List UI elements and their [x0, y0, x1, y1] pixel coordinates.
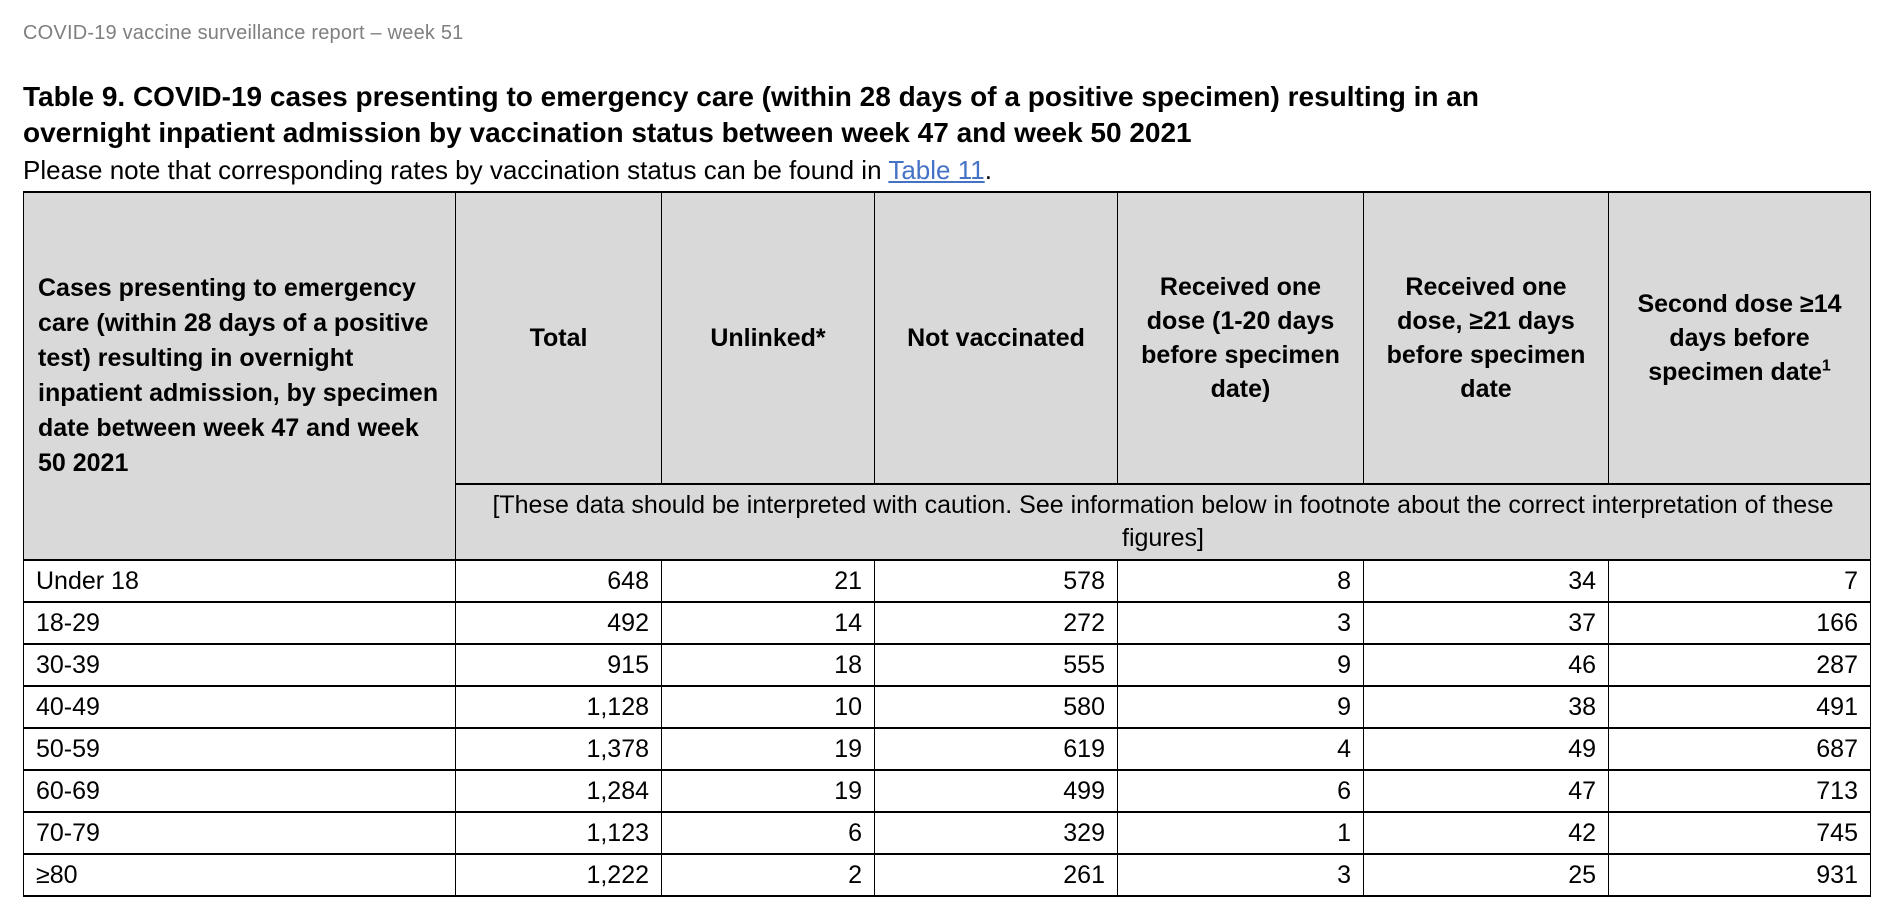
data-cell: 9	[1117, 685, 1364, 729]
data-cell: 261	[874, 853, 1118, 897]
table-row: ≥80 1,222 2 261 3 25 931	[23, 853, 1871, 897]
data-cell: 687	[1608, 727, 1871, 771]
data-cell: 21	[661, 559, 875, 603]
data-cell: 37	[1363, 601, 1609, 645]
data-cell: 1,378	[455, 727, 662, 771]
col-header-second-dose-14plus: Second dose ≥14 days before specimen dat…	[1608, 191, 1871, 485]
data-cell: 580	[874, 685, 1118, 729]
data-cell: 47	[1363, 769, 1609, 813]
data-cell: 3	[1117, 601, 1364, 645]
col-header-unlinked: Unlinked*	[661, 191, 875, 485]
table-row: 30-39 915 18 555 9 46 287	[23, 643, 1871, 687]
table-row: 60-69 1,284 19 499 6 47 713	[23, 769, 1871, 813]
col-header-second-dose-text: Second dose ≥14 days before specimen dat…	[1637, 290, 1842, 386]
data-cell: 1,222	[455, 853, 662, 897]
running-header: COVID-19 vaccine surveillance report – w…	[23, 22, 464, 44]
data-cell: 46	[1363, 643, 1609, 687]
header-row: Cases presenting to emergency care (with…	[23, 191, 1871, 561]
data-cell: 25	[1363, 853, 1609, 897]
data-cell: 42	[1363, 811, 1609, 855]
table-row: 50-59 1,378 19 619 4 49 687	[23, 727, 1871, 771]
table-row: Under 18 648 21 578 8 34 7	[23, 559, 1871, 603]
data-cell: 19	[661, 727, 875, 771]
col-header-one-dose-21plus: Received one dose, ≥21 days before speci…	[1363, 191, 1609, 485]
data-cell: 4	[1117, 727, 1364, 771]
col-header-not-vaccinated: Not vaccinated	[874, 191, 1118, 485]
age-group-label: Under 18	[23, 559, 456, 603]
age-group-label: ≥80	[23, 853, 456, 897]
age-group-label: 40-49	[23, 685, 456, 729]
note-text: Please note that corresponding rates by …	[23, 154, 1897, 187]
data-cell: 34	[1363, 559, 1609, 603]
table9: Cases presenting to emergency care (with…	[23, 191, 1871, 897]
col-header-total: Total	[455, 191, 662, 485]
note-prefix: Please note that corresponding rates by …	[23, 155, 889, 185]
data-cell: 1	[1117, 811, 1364, 855]
data-cell: 1,128	[455, 685, 662, 729]
age-group-label: 18-29	[23, 601, 456, 645]
data-cell: 499	[874, 769, 1118, 813]
table-title: Table 9. COVID-19 cases presenting to em…	[23, 81, 1479, 148]
table-row: 70-79 1,123 6 329 1 42 745	[23, 811, 1871, 855]
data-cell: 555	[874, 643, 1118, 687]
table-row: 18-29 492 14 272 3 37 166	[23, 601, 1871, 645]
age-group-label: 30-39	[23, 643, 456, 687]
data-cell: 1,123	[455, 811, 662, 855]
data-cell: 2	[661, 853, 875, 897]
data-cell: 1,284	[455, 769, 662, 813]
data-cell: 6	[661, 811, 875, 855]
data-cell: 492	[455, 601, 662, 645]
data-cell: 14	[661, 601, 875, 645]
age-group-label: 70-79	[23, 811, 456, 855]
footnote-marker: 1	[1821, 357, 1831, 375]
table-body: Under 18 648 21 578 8 34 7 18-29 492 14 272 3 37 166 3…	[23, 559, 1871, 897]
data-cell: 49	[1363, 727, 1609, 771]
age-group-label: 60-69	[23, 769, 456, 813]
data-cell: 915	[455, 643, 662, 687]
note-suffix: .	[984, 155, 992, 185]
data-cell: 10	[661, 685, 875, 729]
caution-row: [These data should be interpreted with c…	[24, 483, 1871, 561]
table-row: 40-49 1,128 10 580 9 38 491	[23, 685, 1871, 729]
data-cell: 166	[1608, 601, 1871, 645]
data-cell: 713	[1608, 769, 1871, 813]
data-cell: 745	[1608, 811, 1871, 855]
data-cell: 619	[874, 727, 1118, 771]
data-cell: 272	[874, 601, 1118, 645]
row-header-description: Cases presenting to emergency care (with…	[23, 191, 456, 561]
data-cell: 329	[874, 811, 1118, 855]
data-cell: 18	[661, 643, 875, 687]
age-group-label: 50-59	[23, 727, 456, 771]
data-cell: 38	[1363, 685, 1609, 729]
data-cell: 9	[1117, 643, 1364, 687]
data-cell: 578	[874, 559, 1118, 603]
data-cell: 6	[1117, 769, 1364, 813]
data-cell: 7	[1608, 559, 1871, 603]
data-cell: 491	[1608, 685, 1871, 729]
table-11-link[interactable]: Table 11	[888, 155, 985, 185]
col-header-one-dose-1-20: Received one dose (1-20 days before spec…	[1117, 191, 1364, 485]
data-cell: 931	[1608, 853, 1871, 897]
caution-note: [These data should be interpreted with c…	[455, 483, 1871, 561]
data-cell: 8	[1117, 559, 1364, 603]
data-cell: 648	[455, 559, 662, 603]
data-cell: 287	[1608, 643, 1871, 687]
data-cell: 19	[661, 769, 875, 813]
data-cell: 3	[1117, 853, 1364, 897]
